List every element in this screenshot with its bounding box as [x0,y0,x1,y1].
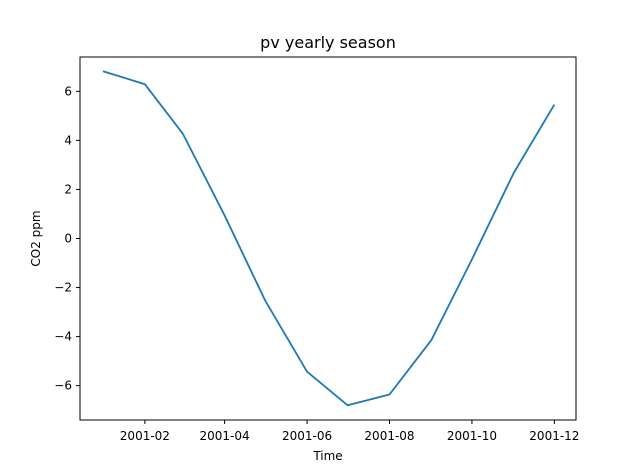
series-line [102,70,556,407]
x-tick-label: 2001-08 [364,429,414,443]
y-tick-label: −6 [54,379,72,393]
series-layer [102,70,556,407]
x-axis: 2001-02 2001-04 2001-06 2001-08 2001-10 2001-… [120,420,579,443]
chart-title: pv yearly season [260,33,396,52]
y-axis: −6 −4 −2 0 2 4 6 [54,84,80,393]
y-tick-label: −2 [54,281,72,295]
y-tick-label: −4 [54,330,72,344]
y-tick-label: 4 [64,133,72,147]
y-tick-label: 0 [64,232,72,246]
x-tick-label: 2001-10 [447,429,497,443]
y-tick-label: 6 [64,84,72,98]
x-tick-label: 2001-06 [282,429,332,443]
y-tick-label: 2 [64,182,72,196]
x-tick-label: 2001-04 [200,429,250,443]
plot-area [79,56,577,421]
x-axis-label: Time [312,449,342,463]
y-axis-label: CO2 ppm [29,210,43,266]
x-tick-label: 2001-12 [529,429,579,443]
x-tick-label: 2001-02 [120,429,170,443]
